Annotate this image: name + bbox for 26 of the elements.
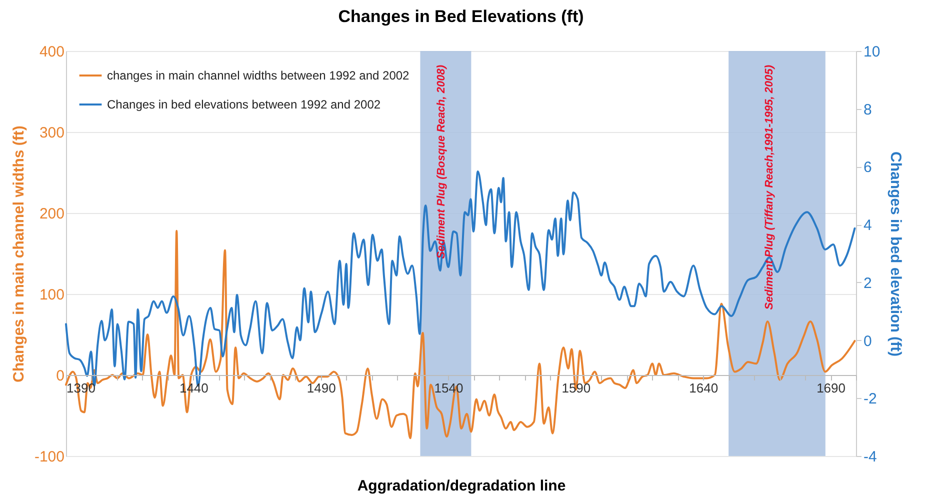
y2-tick-label: 4 xyxy=(864,217,872,234)
y-tick-label: -100 xyxy=(34,448,64,466)
y-tick-label: 400 xyxy=(39,44,64,60)
x-tick-label: 1640 xyxy=(689,380,718,396)
y2-tick-label: 10 xyxy=(864,44,880,60)
x-tick-label: 1690 xyxy=(816,380,846,396)
y-tick-label: 100 xyxy=(39,286,64,304)
legend-label: Changes in bed elevations between 1992 and 2002 xyxy=(107,98,381,112)
y2-tick-label: 8 xyxy=(864,101,872,118)
band-label: Sediment Plug (Tiffany Reach,1991-1995, 2005) xyxy=(763,64,776,310)
y2-tick-label: -4 xyxy=(864,448,877,466)
chart-title: Changes in Bed Elevations (ft) xyxy=(338,7,584,26)
y2-axis-title: Changes in bed elevation (ft) xyxy=(887,151,904,357)
x-tick-label: 1490 xyxy=(306,380,336,396)
band-label: Sediment Plug (Bosque Reach, 2008) xyxy=(436,64,448,259)
y-tick-label: 0 xyxy=(56,368,64,384)
legend-label: changes in main channel widths between 1992 and 2002 xyxy=(107,68,410,82)
y2-tick-label: 2 xyxy=(864,274,872,292)
y2-tick-label: 6 xyxy=(864,159,872,176)
y2-tick-label: 0 xyxy=(864,332,872,350)
x-tick-label: 1590 xyxy=(562,380,591,396)
y-tick-label: 300 xyxy=(39,124,64,142)
x-axis-title: Aggradation/degradation line xyxy=(357,478,566,494)
y2-tick-label: -2 xyxy=(864,390,877,408)
y-tick-label: 200 xyxy=(39,206,64,222)
y-axis-title: Changes in main channel widths (ft) xyxy=(10,126,28,382)
